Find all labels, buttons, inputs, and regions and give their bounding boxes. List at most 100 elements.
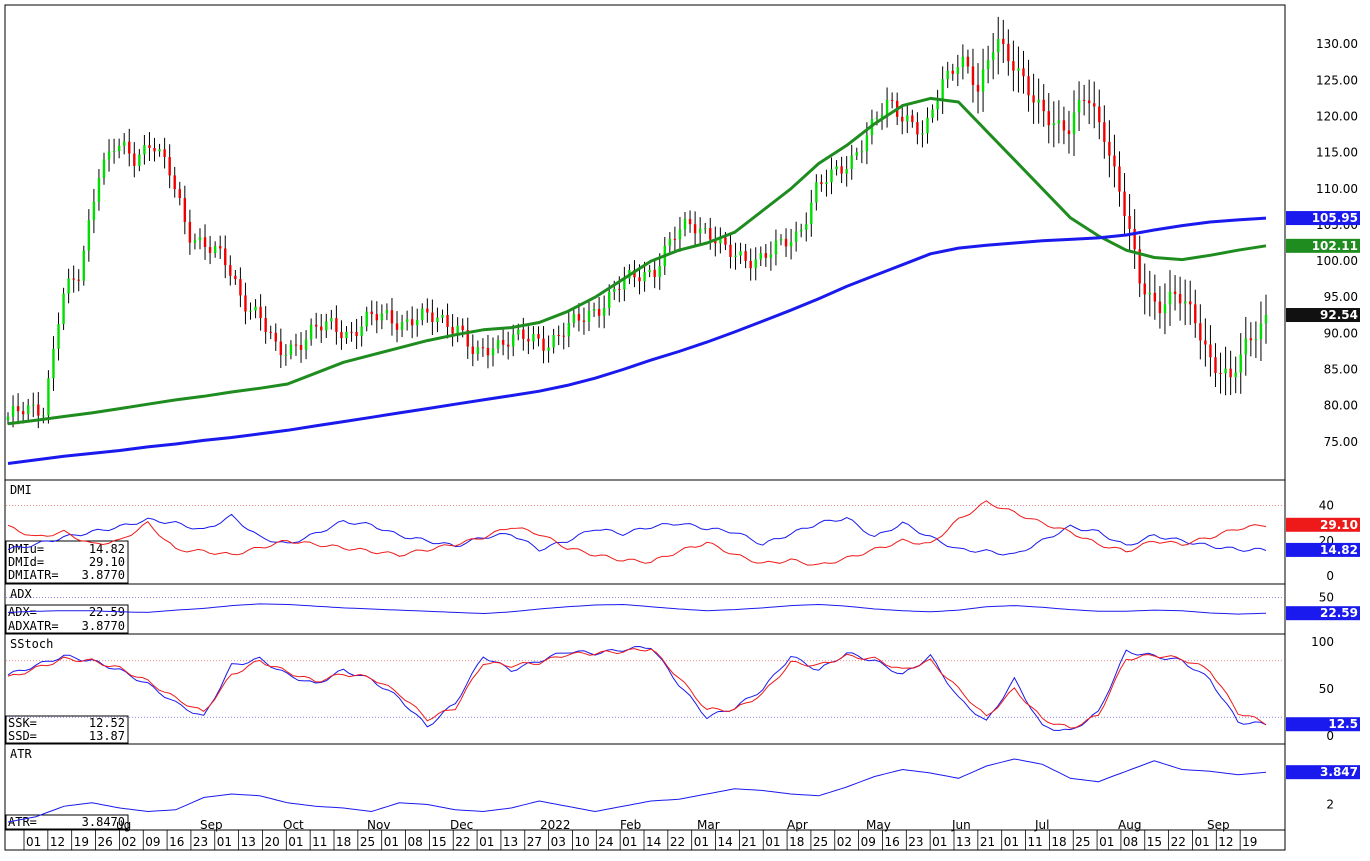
date-label-37: 23: [908, 835, 923, 849]
price-bar-body: [1118, 166, 1121, 192]
month-label-5: Feb: [620, 818, 641, 832]
date-label-17: 15: [431, 835, 446, 849]
price-bar-body: [774, 240, 778, 255]
date-label-45: 01: [1099, 835, 1114, 849]
sstoch-title: SStoch: [10, 637, 53, 651]
price-bar-body: [451, 326, 454, 334]
price-bar-body: [284, 354, 288, 356]
price-bar-body: [72, 278, 75, 280]
price-bar-body: [840, 166, 843, 174]
price-bar-body: [1239, 354, 1242, 373]
price-bar-body: [931, 109, 934, 118]
price-bar-body: [714, 239, 717, 244]
price-bar-body: [461, 325, 464, 331]
price-ytick-5: 100.00: [1316, 254, 1358, 268]
price-badge-2-text: 92.54: [1320, 308, 1358, 322]
price-bar-body: [789, 241, 793, 247]
month-label-10: Jul: [1034, 818, 1049, 832]
price-bar-body: [158, 149, 161, 152]
axis-layer: 75.0080.0085.0090.0095.00100.00105.00110…: [23, 37, 1358, 850]
price-bar-body: [466, 330, 469, 347]
date-label-26: 14: [646, 835, 661, 849]
price-bar-body: [325, 321, 328, 331]
price-bar-body: [648, 269, 651, 273]
price-bar-body: [587, 310, 591, 322]
price-bar-body: [203, 237, 207, 248]
price-bar-body: [890, 99, 894, 101]
date-label-40: 21: [980, 835, 995, 849]
sstoch-ytick-0: 100: [1311, 635, 1334, 649]
price-bar-body: [941, 79, 944, 102]
price-bar-body: [193, 240, 197, 243]
price-bar-body: [360, 326, 363, 337]
date-label-2: 19: [74, 835, 89, 849]
price-bar-body: [320, 326, 323, 331]
date-label-22: 03: [551, 835, 566, 849]
price-bar-body: [62, 293, 65, 325]
price-bar-body: [1254, 339, 1258, 341]
date-label-50: 12: [1218, 835, 1233, 849]
price-bar-body: [719, 237, 722, 244]
sstoch-line-1: [7, 648, 1267, 729]
price-bar-body: [249, 310, 252, 312]
month-label-0: Sep: [200, 818, 223, 832]
price-bar-body: [885, 99, 889, 116]
price-badge-0-text: 105.95: [1312, 211, 1358, 225]
date-label-27: 22: [670, 835, 685, 849]
price-bar-body: [951, 70, 954, 74]
price-bar-body: [11, 406, 15, 417]
price-badge-1-text: 102.11: [1312, 239, 1358, 253]
price-bar-body: [865, 135, 869, 152]
price-bar-body: [491, 348, 495, 356]
price-bar-body: [825, 182, 828, 185]
price-bar-body: [314, 324, 318, 327]
price-bar-body: [224, 248, 227, 266]
price-bar-body: [850, 155, 853, 170]
adx-readout-box: [5, 604, 129, 634]
price-bar-body: [330, 318, 333, 322]
sstoch-readout-box: [5, 715, 129, 744]
price-bar-body: [299, 345, 303, 350]
price-bar-body: [183, 198, 187, 222]
atr-readout-box: [5, 814, 129, 830]
month-label-6: Mar: [697, 818, 720, 832]
price-bar-body: [1143, 283, 1146, 295]
price-bar-body: [1168, 291, 1172, 305]
sstoch-readout-label-2: SSD=: [8, 729, 37, 743]
month-label-2: Nov: [367, 818, 390, 832]
price-bar-body: [1123, 191, 1126, 217]
price-bar-body: [815, 182, 818, 203]
price-bar-body: [355, 331, 358, 337]
sstoch-badge-0-bg: [1286, 717, 1360, 732]
price-bar-body: [309, 324, 313, 340]
price-bar-body: [340, 331, 343, 339]
price-bar-body: [400, 321, 404, 330]
dmi-badge-1-bg: [1286, 542, 1360, 557]
price-bar-body: [1259, 323, 1263, 340]
price-bar-body: [133, 153, 136, 166]
price-bar-body: [188, 221, 192, 243]
price-bar-body: [213, 246, 217, 253]
date-label-48: 22: [1171, 835, 1186, 849]
price-bar-body: [749, 260, 752, 269]
price-bar-body: [769, 254, 773, 258]
date-label-15: 01: [384, 835, 399, 849]
price-bar-body: [1183, 301, 1187, 304]
price-bar-body: [552, 335, 555, 348]
price-ytick-2: 85.00: [1324, 363, 1358, 377]
price-layer: [6, 16, 1268, 465]
date-label-1: 12: [50, 835, 65, 849]
month-label-8: May: [866, 818, 891, 832]
price-bar-body: [1042, 99, 1045, 112]
price-bar-body: [128, 141, 131, 154]
price-bar-body: [572, 314, 576, 324]
date-label-49: 01: [1194, 835, 1209, 849]
price-bar-body: [1082, 99, 1086, 101]
price-bar-body: [345, 331, 348, 339]
price-bar-body: [1027, 76, 1030, 96]
price-bar-body: [218, 246, 222, 249]
price-bar-body: [517, 329, 520, 335]
sstoch-ytick-2: 0: [1326, 729, 1334, 743]
price-bar-body: [112, 151, 116, 153]
